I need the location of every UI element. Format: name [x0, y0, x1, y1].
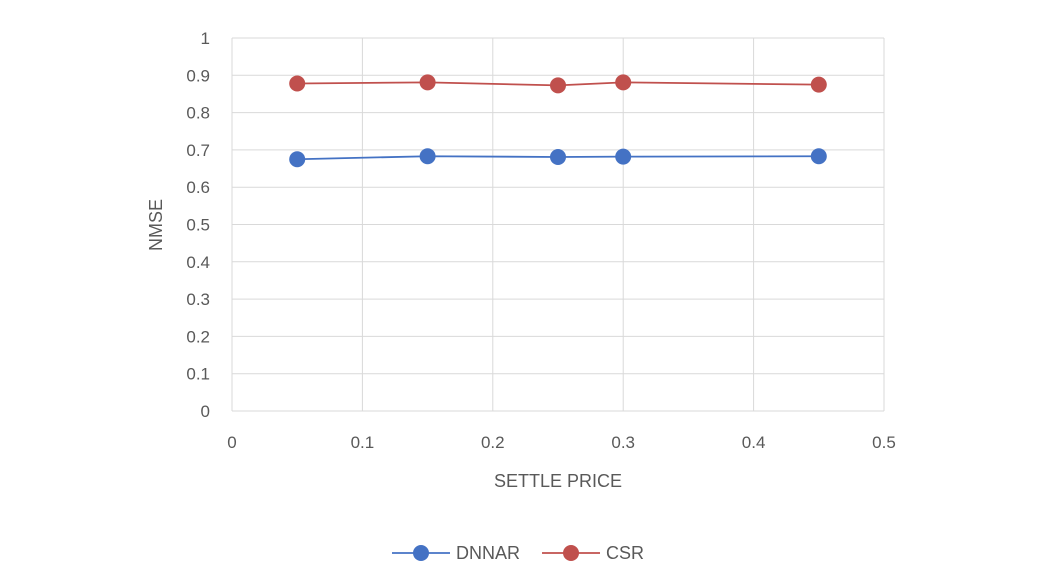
- legend-item-csr: CSR: [542, 543, 644, 563]
- x-tick-label: 0.5: [872, 433, 896, 452]
- data-point-csr: [289, 75, 306, 92]
- y-tick-label: 0.5: [186, 216, 210, 235]
- data-point-csr: [550, 77, 566, 94]
- data-point-dnnar: [615, 148, 632, 165]
- series-dnnar: [289, 148, 827, 168]
- y-tick-label: 0.2: [186, 327, 210, 346]
- x-axis-title: SETTLE PRICE: [494, 471, 622, 491]
- data-point-csr: [419, 74, 436, 91]
- y-tick-label: 0.7: [186, 141, 210, 160]
- y-tick-label: 0.1: [186, 365, 210, 384]
- data-point-csr: [615, 74, 632, 91]
- series-csr: [289, 74, 827, 94]
- x-tick-label: 0.2: [481, 433, 505, 452]
- data-point-dnnar: [550, 148, 566, 165]
- axes: 0 0.1 0.2 0.3 0.4 0.5 0.6 0.7 0.8 0.9 1 0 0.1 0.2 0.3 0…: [186, 29, 895, 452]
- y-tick-label: 1: [201, 29, 210, 48]
- y-axis-title: NMSE: [146, 199, 166, 251]
- legend-label-csr: CSR: [606, 543, 644, 563]
- y-tick-label: 0.9: [186, 66, 210, 85]
- data-point-dnnar: [810, 148, 827, 165]
- legend-marker-csr: [563, 545, 580, 561]
- legend-label-dnnar: DNNAR: [456, 543, 520, 563]
- data-point-dnnar: [289, 151, 306, 168]
- x-tick-label: 0.1: [351, 433, 375, 452]
- legend-item-dnnar: DNNAR: [392, 543, 520, 563]
- data-point-csr: [810, 76, 827, 93]
- y-tick-label: 0.8: [186, 104, 210, 123]
- x-tick-label: 0: [227, 433, 236, 452]
- x-tick-label: 0.4: [742, 433, 766, 452]
- grid-lines: [231, 37, 885, 412]
- series-layer: [289, 74, 827, 168]
- data-point-dnnar: [419, 148, 436, 165]
- legend: DNNAR CSR: [392, 543, 644, 563]
- y-tick-label: 0.4: [186, 253, 210, 272]
- x-tick-label: 0.3: [611, 433, 635, 452]
- legend-marker-dnnar: [413, 545, 429, 561]
- y-tick-label: 0.6: [186, 178, 210, 197]
- y-tick-label: 0: [201, 402, 210, 421]
- y-tick-label: 0.3: [186, 290, 210, 309]
